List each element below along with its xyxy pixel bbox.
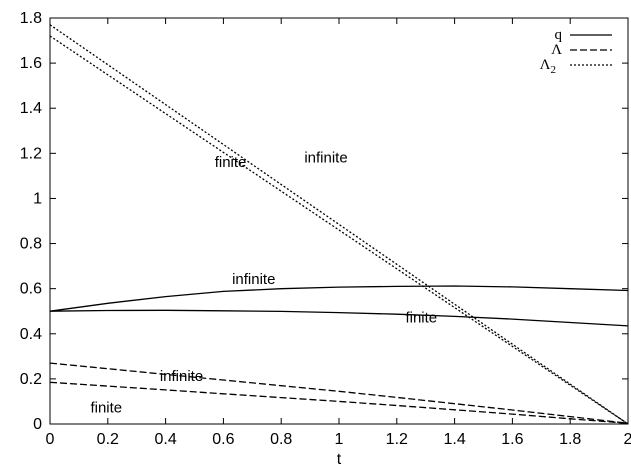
y-tick-label: 1.4 [20, 100, 42, 117]
legend-label-subscript: 2 [551, 64, 557, 76]
x-axis-title: t [337, 451, 342, 468]
x-tick-label: 1.4 [443, 431, 465, 448]
y-tick-label: 0.4 [20, 326, 42, 343]
x-tick-label: 1.2 [386, 431, 408, 448]
x-tick-label: 0.6 [212, 431, 234, 448]
series-line-q-finite [49, 309, 629, 327]
legend-label: q [555, 27, 563, 43]
annotation-label: infinite [232, 271, 275, 288]
x-tick-label: 0.2 [97, 431, 119, 448]
x-tick-label: 0.8 [270, 431, 292, 448]
y-tick-label: 0.8 [20, 236, 42, 253]
series-line-q-infinite [49, 285, 629, 312]
y-tick-label: 1.6 [20, 55, 42, 72]
annotation-label: finite [405, 310, 437, 327]
x-tick-label: 0 [46, 431, 55, 448]
annotation-label: infinite [160, 368, 203, 385]
annotation-label: infinite [304, 149, 347, 166]
y-tick-label: 1 [33, 190, 42, 207]
x-tick-label: 1.6 [501, 431, 523, 448]
series-line-λ2-infinite [49, 24, 629, 425]
legend-label: Λ [551, 42, 562, 58]
y-tick-label: 1.8 [20, 10, 42, 27]
x-tick-label: 1 [335, 431, 344, 448]
x-tick-label: 1.8 [559, 431, 581, 448]
y-tick-label: 0.2 [20, 371, 42, 388]
annotation-label: finite [90, 400, 122, 417]
y-tick-label: 1.2 [20, 145, 42, 162]
annotations: infinite finite infinite finite infinite fini… [90, 149, 437, 416]
series-lines [49, 24, 629, 425]
y-tick-label: 0.6 [20, 281, 42, 298]
y-tick-label: 0 [33, 416, 42, 433]
annotation-label: finite [215, 154, 247, 171]
x-tick-label: 2 [624, 431, 631, 448]
tick-labels: 0 0.2 0.4 0.6 0.8 1 1.2 1.4 1.6 1.8 2 0 0.2 0.4 0.6 0.8… [20, 10, 631, 448]
x-tick-label: 0.4 [154, 431, 176, 448]
series-line-λ-finite [49, 381, 629, 424]
series-line-λ2-finite [49, 35, 629, 425]
series-line-λ-infinite [49, 362, 629, 424]
